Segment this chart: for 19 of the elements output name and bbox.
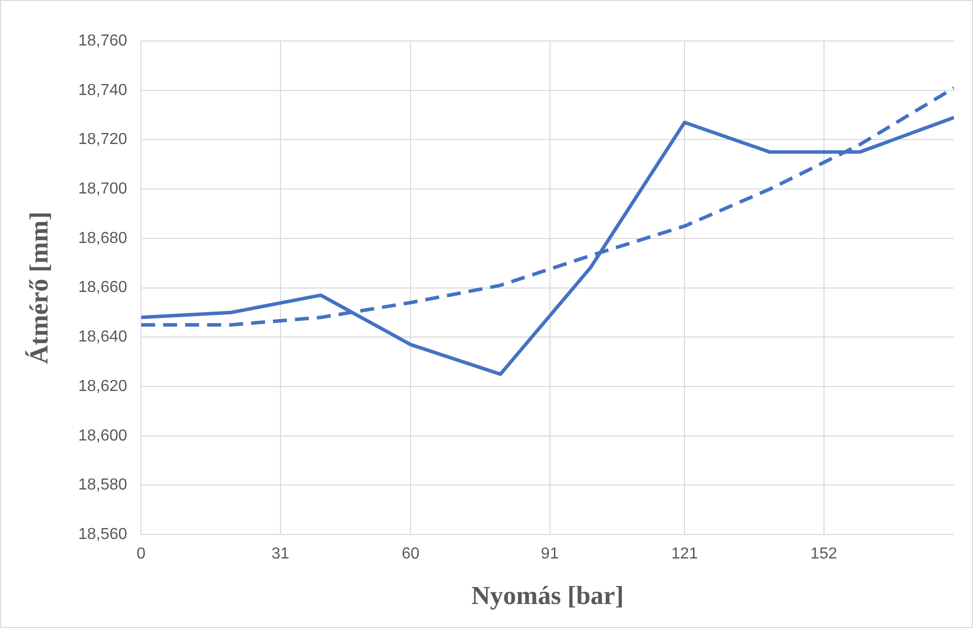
y-tick-label: 18,680 — [78, 230, 128, 247]
x-axis-title: Nyomás [bar] — [471, 581, 624, 610]
y-tick-label: 18,720 — [78, 131, 128, 148]
y-tick-label: 18,560 — [78, 526, 128, 544]
x-tick-label: 0 — [136, 546, 146, 563]
x-tick-label: 31 — [271, 546, 290, 563]
y-tick-label: 18,700 — [78, 180, 128, 198]
y-tick-label: 18,760 — [78, 32, 128, 50]
y-tick-label: 18,620 — [78, 378, 128, 395]
y-tick-label: 18,660 — [78, 279, 128, 296]
x-tick-label: 91 — [540, 546, 559, 563]
y-tick-label: 18,640 — [78, 328, 128, 346]
y-tick-label: 18,600 — [78, 427, 128, 444]
x-tick-label: 152 — [810, 546, 838, 563]
y-axis-title: Átmérő [mm] — [24, 212, 54, 364]
y-tick-label: 18,740 — [78, 82, 128, 99]
y-tick-label: 18,580 — [78, 476, 128, 494]
x-tick-label: 60 — [402, 546, 420, 563]
x-tick-label: 121 — [671, 546, 698, 563]
